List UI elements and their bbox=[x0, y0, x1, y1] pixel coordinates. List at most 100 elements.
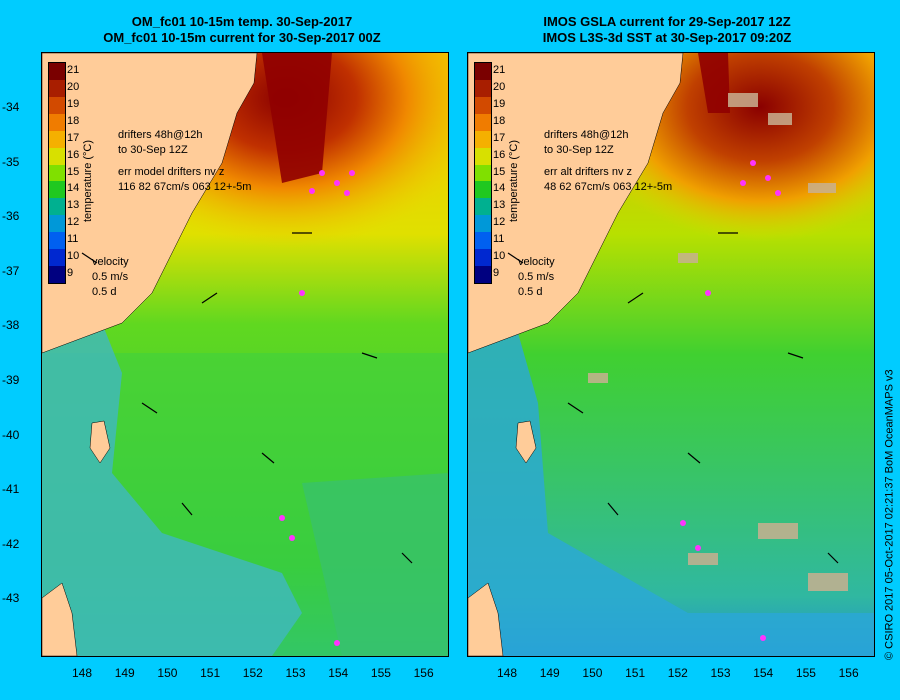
right-err-note: err alt drifters nv z 48 62 67cm/s 063 1… bbox=[544, 165, 672, 195]
longitude-label: 155 bbox=[370, 666, 391, 680]
right-colorbar bbox=[474, 62, 492, 284]
colorbar-segment bbox=[475, 79, 491, 97]
left-title-line2: OM_fc01 10-15m current for 30-Sep-2017 0… bbox=[103, 30, 381, 45]
longitude-label: 153 bbox=[285, 666, 306, 680]
right-title-line2: IMOS L3S-3d SST at 30-Sep-2017 09:20Z bbox=[542, 30, 792, 45]
colorbar-tick: 9 bbox=[493, 267, 500, 280]
colorbar-tick: 19 bbox=[493, 97, 506, 110]
copyright-text: © CSIRO 2017 05-Oct-2017 02:21:37 BoM Oc… bbox=[884, 369, 896, 660]
colorbar-segment bbox=[475, 130, 491, 148]
right-velocity-legend: velocity 0.5 m/s 0.5 d bbox=[518, 255, 555, 300]
colorbar-segment bbox=[49, 249, 65, 267]
latitude-label: -36 bbox=[2, 209, 20, 224]
right-colorbar-label: temperature (°C) bbox=[508, 139, 520, 222]
left-drifters-note: drifters 48h@12h to 30-Sep 12Z bbox=[118, 128, 203, 158]
right-velocity-label: velocity bbox=[518, 256, 555, 268]
left-title-line1: OM_fc01 10-15m temp. 30-Sep-2017 bbox=[131, 14, 353, 29]
colorbar-tick: 18 bbox=[67, 114, 80, 127]
colorbar-tick: 9 bbox=[67, 267, 74, 280]
right-drifters-note: drifters 48h@12h to 30-Sep 12Z bbox=[544, 128, 629, 158]
right-velocity-speed: 0.5 m/s bbox=[518, 271, 555, 283]
colorbar-segment bbox=[475, 198, 491, 216]
longitude-label: 153 bbox=[710, 666, 731, 680]
left-velocity-speed: 0.5 m/s bbox=[92, 271, 129, 283]
colorbar-tick: 15 bbox=[493, 165, 506, 178]
colorbar-tick: 19 bbox=[67, 97, 80, 110]
colorbar-tick: 12 bbox=[67, 216, 80, 229]
left-err-note: err model drifters nv z 116 82 67cm/s 06… bbox=[118, 165, 251, 195]
colorbar-tick: 14 bbox=[67, 182, 80, 195]
longitude-label: 150 bbox=[582, 666, 603, 680]
longitude-label: 152 bbox=[667, 666, 688, 680]
colorbar-segment bbox=[49, 232, 65, 250]
colorbar-segment bbox=[49, 181, 65, 199]
longitude-label: 152 bbox=[242, 666, 263, 680]
longitude-label: 149 bbox=[114, 666, 135, 680]
right-land-mass bbox=[468, 53, 684, 354]
left-velocity-label: velocity bbox=[92, 256, 129, 268]
longitude-label: 156 bbox=[838, 666, 859, 680]
colorbar-segment bbox=[475, 266, 491, 283]
colorbar-tick: 17 bbox=[493, 131, 506, 144]
left-current-arrows bbox=[81, 232, 413, 564]
longitude-label: 151 bbox=[625, 666, 646, 680]
colorbar-tick: 17 bbox=[67, 131, 80, 144]
colorbar-segment bbox=[49, 198, 65, 216]
left-err-line2: 116 82 67cm/s 063 12+-5m bbox=[118, 181, 252, 193]
right-velocity-days: 0.5 d bbox=[518, 286, 543, 298]
right-err-line1: err alt drifters nv z bbox=[544, 166, 633, 178]
colorbar-segment bbox=[49, 215, 65, 233]
colorbar-tick: 11 bbox=[493, 233, 505, 246]
longitude-label: 150 bbox=[157, 666, 178, 680]
colorbar-segment bbox=[49, 130, 65, 148]
colorbar-tick: 10 bbox=[67, 250, 80, 263]
colorbar-tick: 16 bbox=[67, 148, 80, 161]
colorbar-tick: 20 bbox=[67, 80, 80, 93]
colorbar-tick: 12 bbox=[493, 216, 506, 229]
colorbar-tick: 18 bbox=[493, 114, 506, 127]
colorbar-segment bbox=[475, 63, 491, 80]
right-drifters bbox=[680, 160, 781, 641]
right-map-svg bbox=[468, 53, 874, 656]
latitude-label: -38 bbox=[2, 318, 20, 333]
longitude-label: 155 bbox=[795, 666, 816, 680]
left-map-svg bbox=[42, 53, 448, 656]
left-colorbar-label: temperature (°C) bbox=[82, 139, 94, 222]
colorbar-segment bbox=[475, 164, 491, 182]
longitude-label: 148 bbox=[72, 666, 93, 680]
longitude-label: 148 bbox=[497, 666, 518, 680]
colorbar-segment bbox=[49, 266, 65, 283]
colorbar-segment bbox=[475, 181, 491, 199]
right-flinders-island bbox=[515, 420, 537, 464]
colorbar-tick: 16 bbox=[493, 148, 506, 161]
left-tasmania bbox=[42, 582, 78, 656]
latitude-label: -42 bbox=[2, 536, 20, 551]
latitude-label: -39 bbox=[2, 373, 20, 387]
colorbar-segment bbox=[49, 63, 65, 80]
colorbar-segment bbox=[49, 96, 65, 114]
left-err-line1: err model drifters nv z bbox=[118, 166, 225, 178]
right-err-line2: 48 62 67cm/s 063 12+-5m bbox=[544, 181, 673, 193]
longitude-label: 156 bbox=[413, 666, 434, 680]
right-panel-title: IMOS GSLA current for 29-Sep-2017 12Z IM… bbox=[487, 14, 847, 46]
right-current-arrows bbox=[507, 232, 839, 564]
colorbar-tick: 13 bbox=[493, 199, 506, 212]
longitude-label: 154 bbox=[328, 666, 349, 680]
longitude-label: 149 bbox=[539, 666, 560, 680]
left-land-mass bbox=[42, 53, 258, 354]
left-drifters-line1: drifters 48h@12h bbox=[118, 129, 203, 141]
longitude-label: 154 bbox=[753, 666, 774, 680]
left-drifters-line2: to 30-Sep 12Z bbox=[118, 144, 188, 156]
right-drifters-line1: drifters 48h@12h bbox=[544, 129, 629, 141]
right-map-panel bbox=[467, 52, 875, 657]
colorbar-tick: 13 bbox=[67, 199, 80, 212]
colorbar-segment bbox=[475, 96, 491, 114]
left-flinders-island bbox=[89, 420, 111, 464]
latitude-label: -40 bbox=[2, 427, 20, 442]
colorbar-segment bbox=[475, 147, 491, 165]
latitude-label: -35 bbox=[2, 154, 20, 169]
colorbar-tick: 14 bbox=[493, 182, 506, 195]
right-tasmania bbox=[468, 582, 504, 656]
right-drifters-line2: to 30-Sep 12Z bbox=[544, 144, 614, 156]
colorbar-segment bbox=[475, 232, 491, 250]
